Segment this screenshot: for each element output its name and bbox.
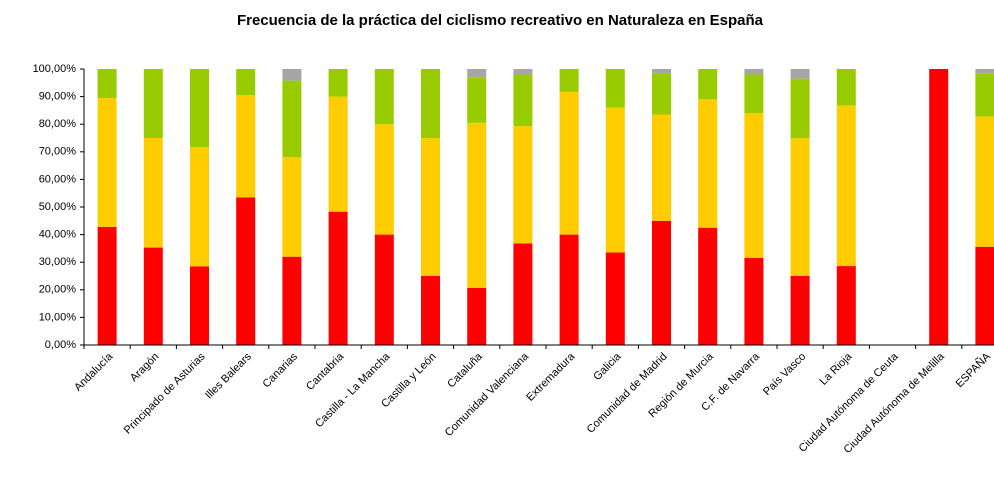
- bar-segment: [652, 220, 671, 345]
- chart-title: Frecuencia de la práctica del ciclismo r…: [237, 12, 764, 29]
- bar-segment: [836, 69, 856, 106]
- bar-segment: [929, 69, 949, 345]
- bar-segment: [143, 138, 163, 248]
- y-tick-label: 50,00%: [39, 201, 77, 213]
- bar-segment: [744, 74, 764, 114]
- bar-segment: [559, 91, 579, 235]
- bar-segment: [605, 69, 625, 108]
- bar-segment: [652, 73, 671, 115]
- y-tick-label: 70,00%: [39, 146, 77, 158]
- bar-segment: [97, 226, 117, 345]
- bar-segment: [190, 69, 209, 148]
- bar-segment: [328, 211, 348, 345]
- y-tick-label: 60,00%: [39, 173, 77, 185]
- bar-segment: [790, 69, 810, 79]
- bar-segment: [236, 95, 256, 198]
- bar-segment: [975, 116, 994, 247]
- x-tick-label: Ciudad Autónoma de Melilla: [842, 350, 948, 456]
- bar-segment: [698, 99, 718, 228]
- bar-segment: [975, 246, 994, 345]
- bar-segment: [282, 80, 302, 158]
- bar-segment: [282, 69, 302, 81]
- x-tick-label: Comunidad Valenciana: [443, 350, 532, 439]
- bar-segment: [790, 78, 810, 138]
- x-tick-label: Andalucía: [72, 350, 116, 394]
- bar-segment: [652, 114, 671, 221]
- x-tick-label: País Vasco: [761, 351, 808, 398]
- bar-segment: [559, 234, 579, 345]
- x-tick-label: Galicia: [591, 350, 624, 383]
- y-tick-label: 20,00%: [39, 284, 77, 296]
- bar-segment: [790, 276, 810, 345]
- bar-segment: [97, 97, 117, 227]
- bar-segment: [328, 96, 348, 212]
- bar-segment: [513, 243, 533, 345]
- bar-segment: [97, 69, 117, 98]
- x-tick-label: Comunidad de Madrid: [585, 351, 670, 436]
- bar-segment: [698, 227, 718, 345]
- bar-segment: [236, 197, 256, 345]
- bar-segment: [744, 113, 764, 258]
- bar-segment: [374, 234, 394, 345]
- bar-segment: [467, 77, 487, 123]
- bar-segment: [975, 73, 994, 117]
- y-tick-label: 100,00%: [33, 63, 77, 75]
- x-tick-label: Extremadura: [524, 350, 578, 404]
- bar-segment: [328, 69, 348, 97]
- bar-segment: [975, 69, 994, 74]
- y-tick-label: 30,00%: [39, 256, 77, 268]
- bar-segment: [836, 266, 856, 345]
- bar-segment: [605, 107, 625, 253]
- bar-segment: [467, 287, 487, 345]
- x-tick-label: Illes Balears: [203, 350, 254, 401]
- x-tick-label: Principado de Asturias: [122, 350, 208, 436]
- bar-segment: [513, 126, 533, 244]
- bar-segment: [421, 276, 440, 345]
- y-tick-label: 80,00%: [39, 118, 77, 130]
- bar-segment: [467, 122, 487, 288]
- bar-segment: [744, 69, 764, 75]
- bar-segment: [421, 138, 440, 276]
- bar-segment: [513, 69, 533, 75]
- y-tick-label: 0,00%: [45, 339, 76, 351]
- bar-segment: [790, 138, 810, 276]
- x-tick-label: Cataluña: [445, 350, 485, 390]
- bar-segment: [143, 69, 163, 138]
- x-tick-label: Cantabria: [304, 350, 347, 393]
- y-tick-label: 10,00%: [39, 311, 77, 323]
- bar-segment: [698, 69, 718, 100]
- bar-segment: [605, 252, 625, 345]
- bar-segment: [236, 69, 256, 96]
- bar-segment: [282, 256, 302, 345]
- x-tick-label: ESPAÑA: [953, 350, 994, 391]
- bar-segment: [374, 69, 394, 125]
- bar-segment: [744, 257, 764, 345]
- bar-segment: [282, 157, 302, 257]
- bar-segment: [421, 69, 440, 138]
- bar-segment: [652, 69, 671, 74]
- y-tick-label: 40,00%: [39, 229, 77, 241]
- bar-segment: [374, 124, 394, 235]
- bar-segment: [836, 105, 856, 267]
- x-tick-label: Canarias: [260, 350, 300, 390]
- bar-segment: [190, 147, 209, 267]
- bar-segment: [190, 266, 209, 345]
- bar-segment: [513, 74, 533, 127]
- bar-segment: [559, 69, 579, 92]
- x-tick-label: Aragón: [128, 351, 162, 385]
- x-tick-label: La Rioja: [817, 350, 855, 388]
- bar-segment: [143, 247, 163, 345]
- bar-segment: [467, 69, 487, 78]
- y-tick-label: 90,00%: [39, 91, 77, 103]
